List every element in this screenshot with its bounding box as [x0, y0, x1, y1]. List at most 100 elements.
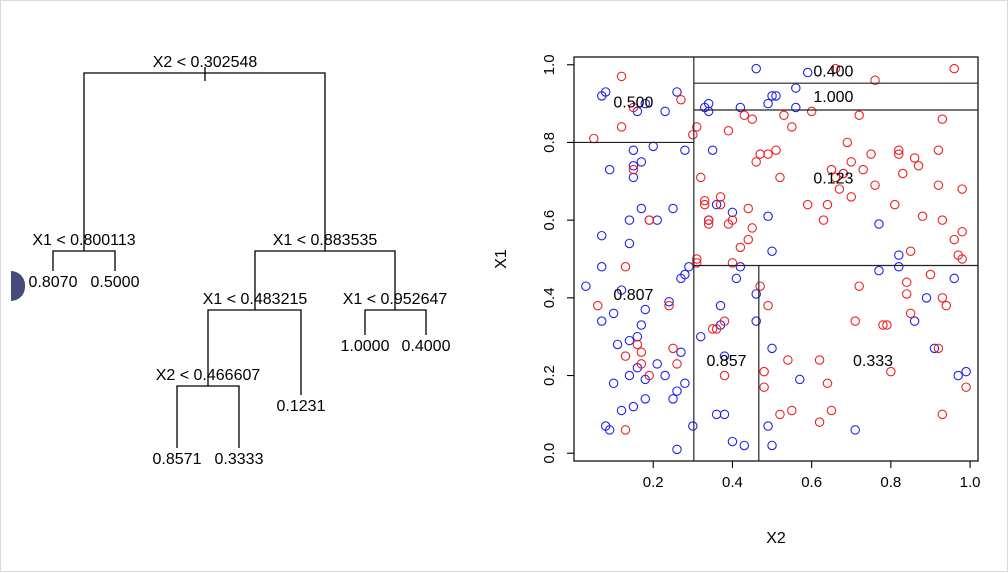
point-s0-57 [715, 300, 726, 311]
point-s1-83 [886, 366, 896, 377]
point-s0-94 [727, 436, 738, 447]
point-s1-34 [723, 126, 734, 136]
point-s0-72 [767, 246, 777, 256]
point-s1-93 [913, 161, 924, 171]
point-s0-80 [795, 374, 805, 385]
point-s1-19 [688, 129, 698, 140]
point-s1-72 [846, 192, 857, 202]
point-s0-75 [767, 440, 777, 451]
point-s1-94 [917, 211, 928, 222]
point-s1-44 [751, 157, 761, 167]
point-s1-85 [894, 145, 904, 155]
point-s0-87 [894, 262, 904, 272]
tree-leaf-label-l6: 0.1231 [277, 398, 326, 415]
point-s0-88 [909, 316, 920, 326]
point-s1-13 [644, 215, 655, 225]
point-s0-54 [711, 199, 722, 210]
point-s0-25 [640, 394, 651, 404]
point-s0-83 [850, 425, 860, 435]
point-s1-3 [616, 122, 627, 132]
tree-leaf-label-l8: 0.4000 [402, 338, 451, 355]
point-s1-63 [822, 378, 833, 389]
tree-branch-n2 [254, 250, 396, 310]
point-s1-53 [775, 172, 785, 183]
tree-leaf-label-l4: 0.3333 [215, 451, 264, 468]
ghost-icon [11, 271, 25, 301]
point-s1-43 [747, 114, 757, 124]
point-s0-93 [961, 366, 971, 377]
point-s1-70 [838, 168, 849, 179]
point-s1-84 [890, 199, 900, 210]
x-tick-label-2: 0.6 [801, 474, 822, 491]
point-s0-40 [668, 203, 678, 214]
point-s0-4 [600, 87, 611, 97]
point-s1-49 [763, 149, 773, 159]
point-s1-31 [715, 199, 726, 210]
point-s1-91 [905, 246, 916, 256]
point-s1-37 [727, 258, 738, 268]
point-s0-5 [604, 164, 615, 175]
point-s1-108 [961, 382, 971, 392]
tree-branch-root [83, 72, 326, 251]
plot-frame [573, 56, 979, 462]
point-s0-15 [624, 238, 635, 249]
point-s0-26 [640, 374, 651, 385]
point-s1-26 [703, 219, 714, 229]
point-s1-14 [644, 215, 655, 225]
point-s0-8 [604, 425, 615, 435]
point-s0-63 [735, 262, 746, 272]
y-tick-label-2: 0.4 [541, 287, 558, 308]
point-s0-29 [628, 401, 639, 412]
point-s0-62 [727, 207, 738, 218]
point-s1-110 [937, 409, 948, 420]
point-s0-42 [676, 273, 686, 284]
x-tick-label-0: 0.2 [643, 474, 664, 491]
point-s1-20 [692, 122, 702, 132]
tree-branch-n4 [364, 309, 427, 335]
point-s0-0 [581, 281, 591, 291]
point-s1-51 [771, 145, 781, 155]
point-s0-84 [874, 265, 884, 276]
point-s1-86 [894, 149, 904, 159]
point-s1-22 [692, 258, 702, 268]
point-s1-88 [901, 277, 912, 288]
point-s1-76 [854, 110, 864, 121]
point-s1-38 [735, 242, 746, 253]
point-s1-96 [933, 145, 944, 155]
point-s1-65 [826, 405, 837, 416]
point-s0-64 [731, 273, 742, 284]
point-s0-12 [616, 405, 627, 416]
point-s1-67 [830, 172, 841, 183]
y-tick-label-1: 0.2 [541, 365, 558, 386]
point-s0-10 [612, 339, 623, 350]
point-s0-14 [624, 215, 635, 225]
tree-split-label-n2: X1 < 0.883535 [273, 232, 378, 249]
point-s1-10 [636, 347, 647, 357]
point-s1-56 [787, 122, 797, 132]
point-s0-76 [767, 91, 777, 101]
point-s0-13 [616, 285, 627, 295]
point-s0-73 [763, 421, 773, 431]
point-s0-16 [628, 161, 639, 171]
point-s0-69 [751, 63, 761, 74]
tree-split-label-root: X2 < 0.302548 [153, 54, 258, 71]
point-s1-41 [743, 203, 754, 214]
point-s0-65 [735, 102, 746, 113]
point-s1-101 [941, 300, 952, 311]
x-axis-label: X2 [766, 530, 786, 547]
point-s1-8 [628, 164, 639, 175]
point-s1-77 [858, 164, 868, 175]
point-s0-78 [791, 102, 801, 113]
point-s1-109 [933, 343, 944, 354]
tree-leaf-label-l2: 0.5000 [91, 274, 140, 291]
point-s0-79 [791, 83, 801, 93]
point-s0-46 [688, 421, 698, 431]
point-s1-40 [743, 234, 754, 245]
point-s1-2 [616, 71, 627, 82]
point-s1-48 [759, 366, 769, 377]
point-s0-67 [751, 289, 761, 299]
point-s0-17 [628, 172, 639, 183]
x-tick-label-4: 1.0 [960, 474, 981, 491]
point-s0-90 [929, 343, 940, 354]
